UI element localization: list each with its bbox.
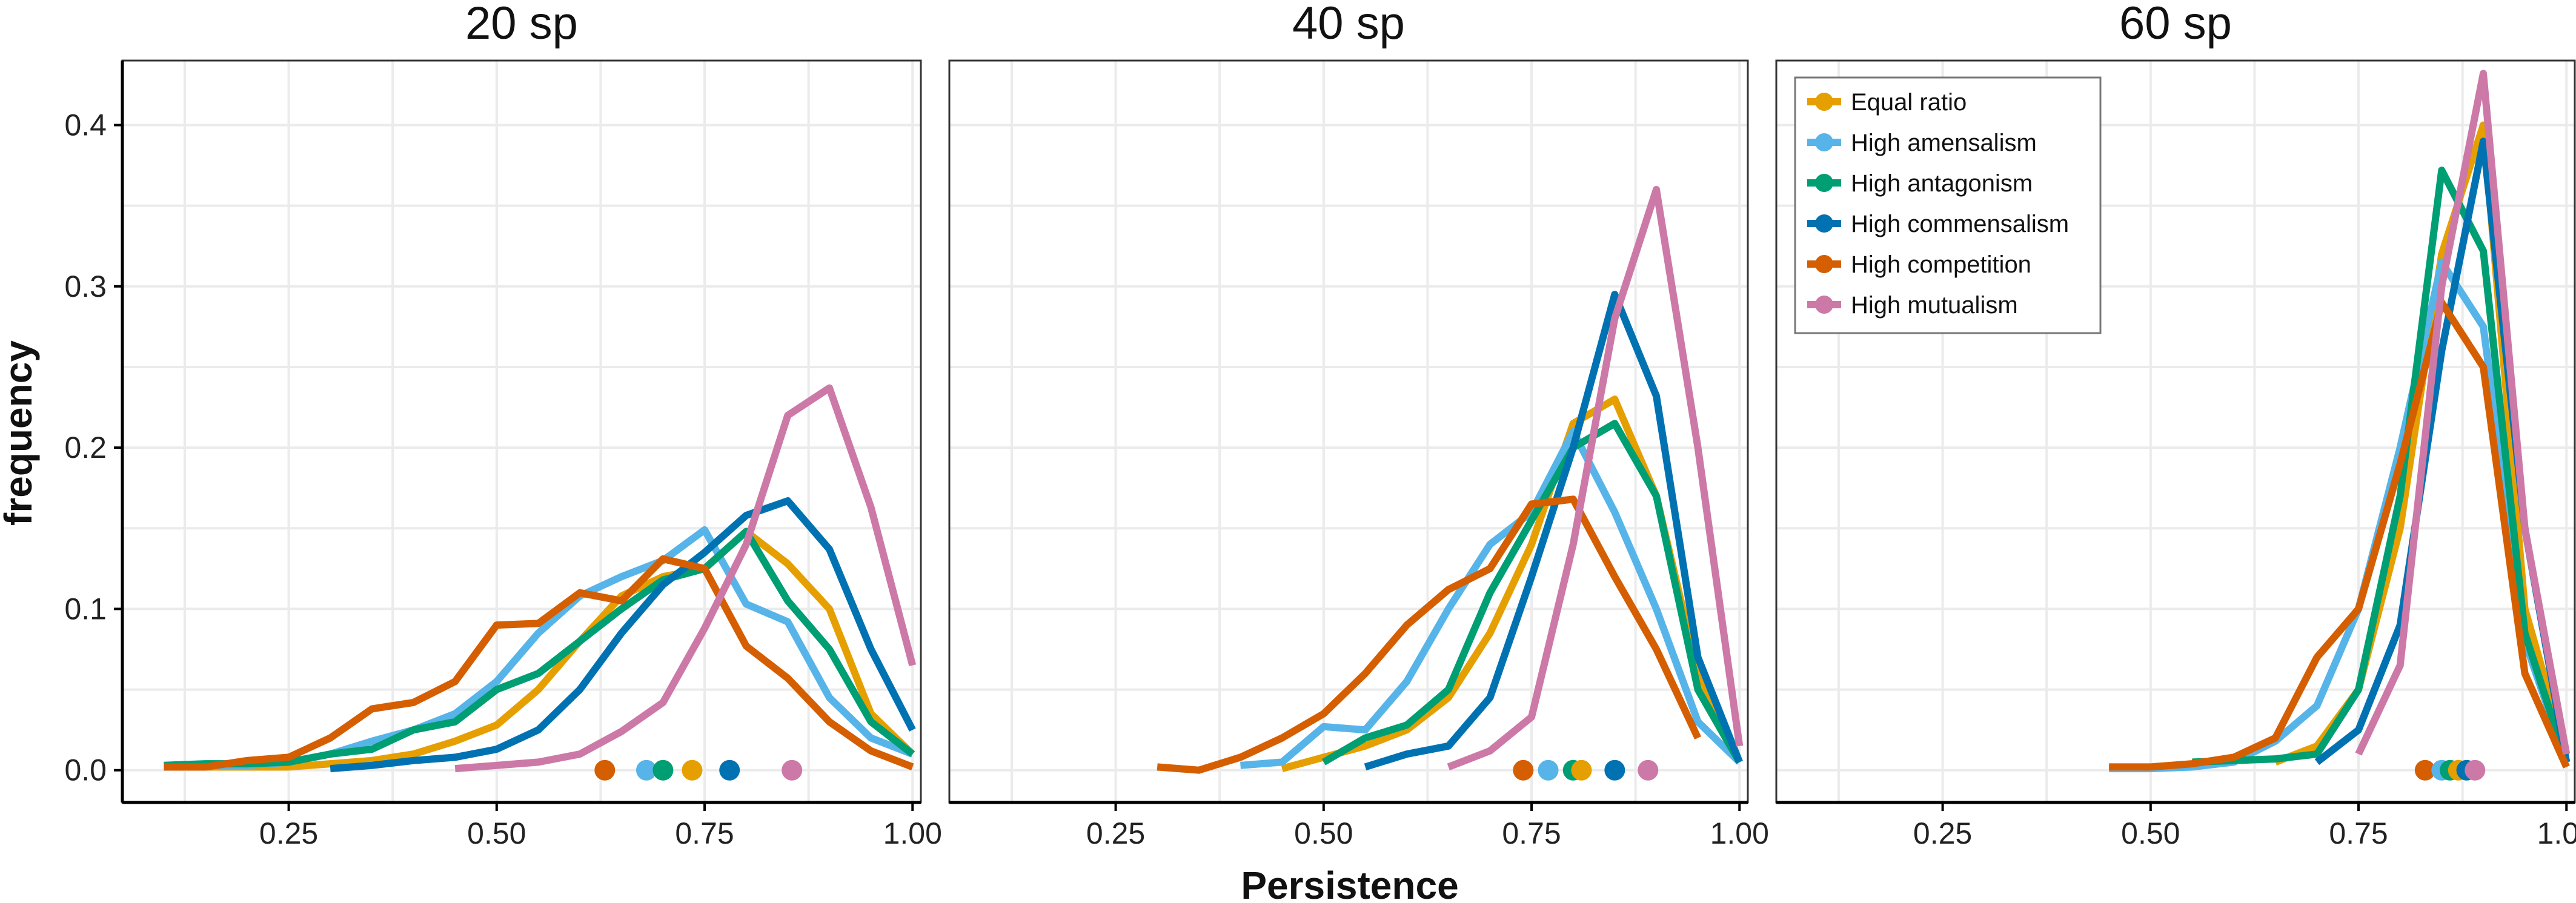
y-tick-label: 0.4 — [64, 108, 107, 142]
mean-point-40-sp-high-mutualism — [1638, 759, 1659, 781]
series-line-20-sp-high-mutualism — [454, 384, 917, 773]
y-tick-label: 0.2 — [64, 431, 107, 465]
series-line-60-sp-high-antagonism — [2192, 167, 2571, 766]
y-tick-label: 0.1 — [64, 592, 107, 626]
series-line-20-sp-high-commensalism — [330, 497, 916, 773]
x-tick-label: 1.00 — [2537, 816, 2576, 850]
mean-point-20-sp-high-amensalism — [636, 759, 657, 781]
series-line-40-sp-high-competition — [1157, 495, 1702, 774]
series-line-40-sp-high-commensalism — [1364, 291, 1743, 771]
y-tick-label: 0.3 — [64, 270, 107, 303]
series-line-40-sp-high-amensalism — [1240, 428, 1742, 769]
mean-point-20-sp-high-commensalism — [719, 759, 740, 781]
legend-swatch-dot-high-commensalism — [1815, 214, 1833, 233]
x-tick-label: 1.00 — [883, 816, 942, 850]
mean-point-20-sp-high-mutualism — [782, 759, 803, 781]
mean-point-20-sp-high-antagonism — [652, 759, 674, 781]
panel-title-20-sp: 20 sp — [465, 0, 578, 49]
panel-title-40-sp: 40 sp — [1292, 0, 1405, 49]
x-axis-title: Persistence — [1241, 864, 1458, 903]
series-line-40-sp-high-antagonism — [1321, 420, 1743, 766]
series-line-40-sp-high-mutualism — [1447, 186, 1744, 770]
legend-swatch-dot-high-antagonism — [1815, 174, 1833, 192]
legend-label-equal-ratio: Equal ratio — [1851, 89, 1967, 116]
legend-swatch-dot-high-mutualism — [1815, 296, 1833, 314]
x-tick-label: 0.75 — [675, 816, 734, 850]
mean-point-40-sp-high-amensalism — [1538, 759, 1559, 781]
mean-point-60-sp-high-mutualism — [2465, 759, 2486, 781]
legend-label-high-amensalism: High amensalism — [1851, 130, 2037, 156]
panels-layer: 0.25 0.50 0.75 1.00 0.0 0.1 0.2 0.3 0.4 20 sp 0.25… — [64, 0, 2576, 850]
series-line-40-sp-equal-ratio — [1281, 395, 1743, 772]
series-line-20-sp-high-antagonism — [164, 528, 915, 769]
series-line-60-sp-high-mutualism — [2355, 70, 2571, 756]
mean-point-20-sp-high-competition — [594, 759, 616, 781]
legend-swatch-dot-high-competition — [1815, 255, 1833, 273]
legend: Equal ratio High amensalism High antagonis… — [1794, 76, 2102, 334]
x-tick-label: 0.50 — [1294, 816, 1353, 850]
x-tick-label: 0.50 — [467, 816, 526, 850]
series-line-60-sp-high-competition — [2109, 299, 2570, 771]
mean-point-40-sp-high-competition — [1513, 759, 1534, 781]
legend-label-high-antagonism: High antagonism — [1851, 170, 2033, 197]
mean-point-40-sp-equal-ratio — [1571, 759, 1592, 781]
y-axis-title: frequency — [0, 340, 40, 526]
x-tick-label: 0.25 — [259, 816, 318, 850]
mean-point-40-sp-high-commensalism — [1604, 759, 1625, 781]
series-line-60-sp-high-amensalism — [2109, 258, 2570, 773]
series-line-20-sp-high-competition — [164, 555, 914, 771]
legend-label-high-competition: High competition — [1851, 251, 2031, 278]
x-tick-label: 0.25 — [1913, 816, 1972, 850]
legend-swatch-dot-high-amensalism — [1815, 133, 1833, 151]
mean-point-60-sp-high-competition — [2414, 759, 2435, 781]
x-tick-label: 0.50 — [2121, 816, 2180, 850]
panel-title-60-sp: 60 sp — [2119, 0, 2232, 49]
x-tick-label: 0.75 — [1502, 816, 1561, 850]
y-tick-label: 0.0 — [64, 753, 107, 787]
legend-swatch-dot-equal-ratio — [1815, 93, 1833, 111]
legend-label-high-mutualism: High mutualism — [1851, 292, 2018, 319]
mean-point-20-sp-equal-ratio — [682, 759, 703, 781]
series-line-60-sp-high-commensalism — [2314, 137, 2571, 766]
legend-box — [1794, 76, 2102, 334]
series-line-20-sp-equal-ratio — [164, 528, 915, 771]
x-tick-label: 0.75 — [2329, 816, 2388, 850]
x-tick-label: 0.25 — [1086, 816, 1145, 850]
x-tick-label: 1.00 — [1710, 816, 1769, 850]
legend-label-high-commensalism: High commensalism — [1851, 211, 2069, 237]
